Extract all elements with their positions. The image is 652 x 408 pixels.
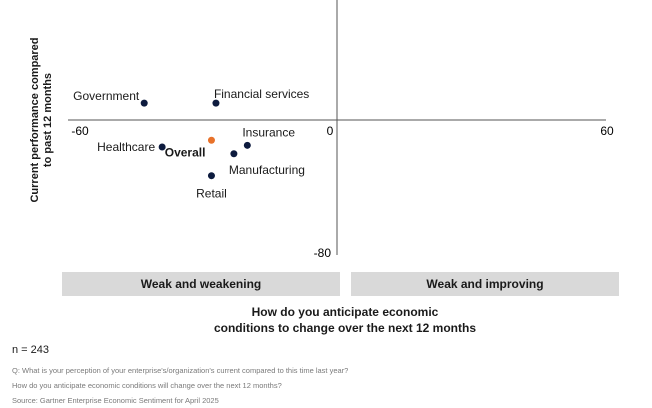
y-tick-label-min: -80 <box>314 246 332 260</box>
data-point-financial-services <box>212 99 220 107</box>
x-tick-label-max: 60 <box>600 124 614 138</box>
data-point-retail <box>207 172 215 180</box>
point-label-government: Government <box>73 89 140 103</box>
point-label-retail: Retail <box>196 187 227 201</box>
point-label-insurance: Insurance <box>242 125 295 139</box>
y-axis-label-line-2: to past 12 months <box>42 72 54 168</box>
data-point-government <box>140 99 148 107</box>
question-note-2: How do you anticipate economic condition… <box>12 381 282 390</box>
point-label-healthcare: Healthcare <box>97 140 155 154</box>
question-note-1: Q: What is your perception of your enter… <box>12 366 349 375</box>
point-label-financial-services: Financial services <box>214 87 309 101</box>
point-label-overall: Overall <box>165 145 206 159</box>
quadrant-label-weak-improving: Weak and improving <box>351 272 619 296</box>
x-tick-label-min: -60 <box>71 124 89 138</box>
x-axis-label-line-1: How do you anticipate economic <box>251 305 439 319</box>
x-axis-label-line-2: conditions to change over the next 12 mo… <box>213 321 477 335</box>
data-point-manufacturing <box>230 150 238 158</box>
y-axis-label: Current performance compared to past 12 … <box>29 37 55 202</box>
y-axis-label-line-1: Current performance compared <box>29 37 41 203</box>
data-point-overall <box>207 136 215 144</box>
x-tick-label-zero: 0 <box>327 124 334 138</box>
data-point-healthcare <box>158 143 166 151</box>
point-label-manufacturing: Manufacturing <box>229 163 305 177</box>
x-axis-label: How do you anticipate economic condition… <box>180 304 510 336</box>
points-layer: Government Financial services Healthcare Ov… <box>73 87 309 201</box>
data-point-insurance <box>243 141 251 149</box>
sample-size-note: n = 243 <box>12 344 50 356</box>
source-note: Source: Gartner Enterprise Economic Sent… <box>12 396 219 405</box>
quadrant-label-weak-weakening: Weak and weakening <box>62 272 340 296</box>
